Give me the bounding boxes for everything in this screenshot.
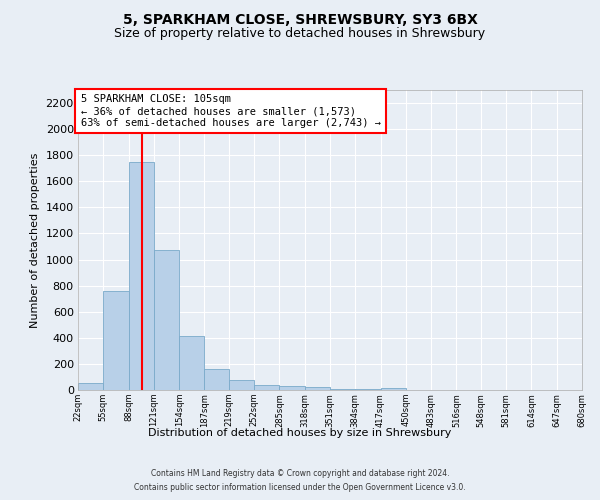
Bar	[128, 162, 154, 390]
Bar	[78, 383, 103, 390]
Text: 5 SPARKHAM CLOSE: 105sqm
← 36% of detached houses are smaller (1,573)
63% of sem: 5 SPARKHAM CLOSE: 105sqm ← 36% of detach…	[80, 94, 380, 128]
Bar	[280, 386, 305, 390]
Bar	[154, 250, 179, 390]
Bar	[330, 388, 355, 390]
Bar	[305, 388, 330, 390]
Text: 5, SPARKHAM CLOSE, SHREWSBURY, SY3 6BX: 5, SPARKHAM CLOSE, SHREWSBURY, SY3 6BX	[122, 12, 478, 26]
Text: Distribution of detached houses by size in Shrewsbury: Distribution of detached houses by size …	[148, 428, 452, 438]
Bar	[103, 291, 128, 390]
Text: Contains public sector information licensed under the Open Government Licence v3: Contains public sector information licen…	[134, 484, 466, 492]
Text: Contains HM Land Registry data © Crown copyright and database right 2024.: Contains HM Land Registry data © Crown c…	[151, 468, 449, 477]
Bar	[205, 369, 229, 390]
Bar	[254, 386, 280, 390]
Bar	[229, 380, 254, 390]
Y-axis label: Number of detached properties: Number of detached properties	[30, 152, 40, 328]
Text: Size of property relative to detached houses in Shrewsbury: Size of property relative to detached ho…	[115, 28, 485, 40]
Bar	[179, 336, 205, 390]
Bar	[380, 388, 406, 390]
